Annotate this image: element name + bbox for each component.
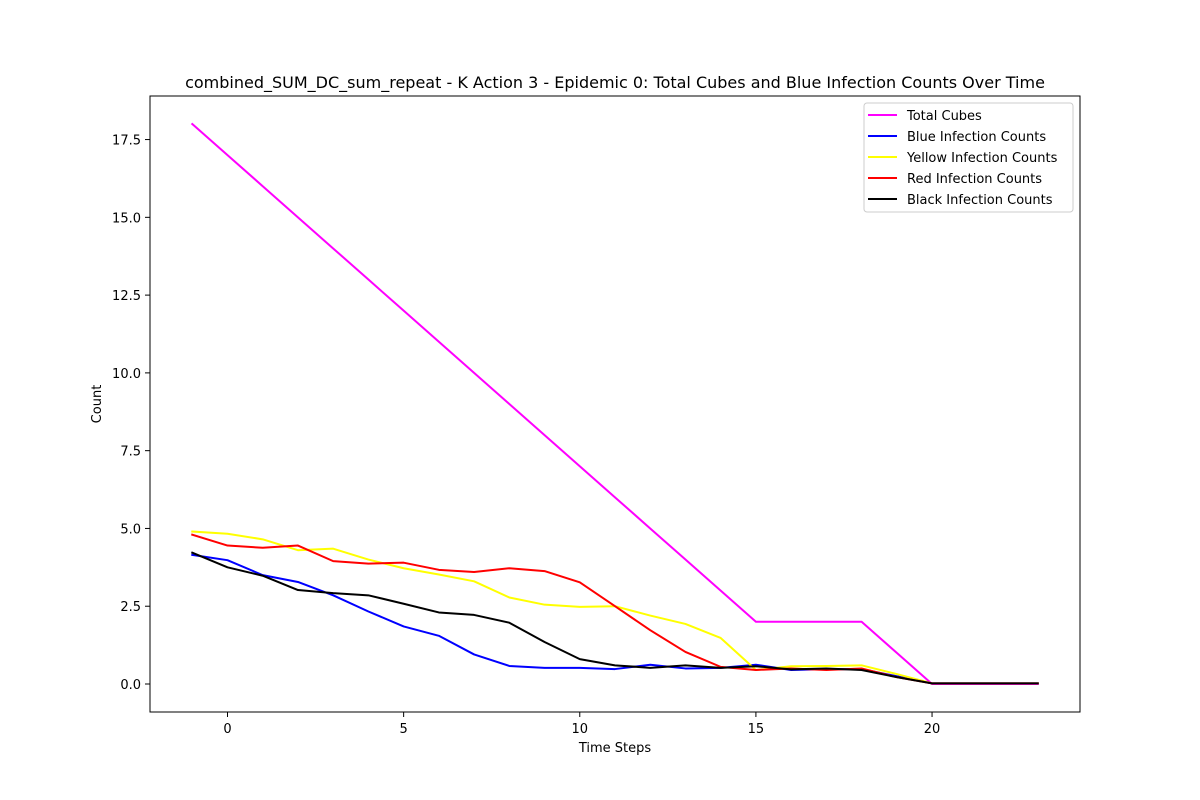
y-tick-label: 5.0 [120,522,141,537]
x-axis-label: Time Steps [578,741,652,756]
legend-box [863,102,1074,213]
legend-label: Yellow Infection Counts [906,151,1058,166]
series-line-total-cubes [190,122,1039,685]
x-axis-ticks: 0 5 10 15 20 [223,712,940,737]
y-axis-ticks: 0.0 2.5 5.0 7.5 10.0 12.5 15.0 17.5 [112,134,150,693]
y-tick-label: 0.0 [120,678,141,693]
chart-title: combined_SUM_DC_sum_repeat - K Action 3 … [185,73,1045,93]
x-tick-label: 5 [399,722,407,737]
series-line-black-infection-counts [190,551,1039,685]
legend-label: Blue Infection Counts [907,130,1046,145]
y-tick-label: 2.5 [120,600,141,615]
legend: Total Cubes Blue Infection Counts Yellow I… [863,102,1074,213]
plot-lines [190,122,1039,685]
x-tick-label: 20 [924,722,941,737]
legend-label: Red Infection Counts [907,172,1042,187]
y-tick-label: 7.5 [120,445,141,460]
y-tick-label: 10.0 [112,367,141,382]
legend-label: Total Cubes [906,109,982,124]
plot-frame [149,95,1081,713]
y-tick-label: 12.5 [112,289,141,304]
y-axis-label: Count [90,385,105,424]
y-tick-label: 17.5 [112,134,141,149]
y-tick-label: 15.0 [112,211,141,226]
x-tick-label: 10 [571,722,588,737]
x-tick-label: 15 [748,722,765,737]
legend-label: Black Infection Counts [907,193,1053,208]
x-tick-label: 0 [223,722,231,737]
